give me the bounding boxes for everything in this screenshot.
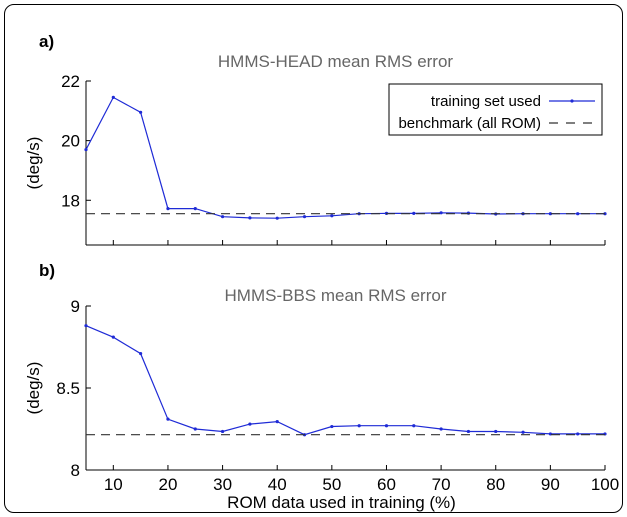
panel-b-data-point (412, 424, 416, 428)
panel-a-title: HMMS-HEAD mean RMS error (218, 52, 454, 71)
panel-b-xtick-label: 90 (541, 475, 560, 494)
panel-a-data-point (330, 214, 334, 218)
panel-b-ytick-label: 9 (71, 297, 80, 316)
panel-a-data-point (111, 95, 115, 99)
panel-b-xtick-label: 50 (322, 475, 341, 494)
panel-b-xtick-label: 70 (432, 475, 451, 494)
panel-a-ylabel: (deg/s) (24, 137, 43, 190)
panel-a-ytick-label: 20 (61, 132, 80, 151)
panel-b-data-point (275, 420, 279, 424)
panel-a-legend-box (388, 83, 603, 136)
panel-b-data-point (139, 351, 143, 356)
panel-a-data-point (139, 110, 143, 114)
panel-a-data-point (412, 211, 416, 215)
panel-b-xtick-label: 100 (591, 475, 619, 494)
panel-a-data-point (220, 215, 225, 219)
panel-a-legend-entry: benchmark (all ROM) (398, 115, 541, 132)
panel-b-data-point (248, 422, 252, 426)
panel-b-data-point (439, 427, 443, 431)
panel-b-xtick-label: 10 (104, 475, 123, 494)
panel-b-data-point (494, 429, 498, 434)
figure-frame: a) HMMS-HEAD mean RMS error (deg/s) 18 20 22 t… (4, 4, 623, 513)
panel-b-xtick-label: 60 (377, 475, 396, 494)
panel-a-ytick-label: 18 (61, 191, 80, 210)
panel-b-data-point (357, 424, 361, 428)
panel-a-data-point (548, 212, 552, 216)
panel-b-xlabel: ROM data used in training (%) (227, 493, 456, 512)
panel-b-data-point (384, 424, 389, 428)
panel-b-ytick-label: 8.5 (56, 379, 80, 398)
panel-a-legend-entry: training set used (431, 93, 541, 110)
panel-a-data-point (302, 215, 307, 219)
panel-b-xtick-label: 20 (158, 475, 177, 494)
panel-b-data-point (166, 417, 170, 421)
panel-a-data-point (576, 212, 580, 216)
panel-a-data-point (275, 216, 279, 220)
panel-a-data-point (84, 147, 88, 152)
panel-b-title: HMMS-BBS mean RMS error (225, 286, 447, 305)
panel-a-series-training-line (85, 96, 605, 219)
panel-b-data-point (466, 429, 471, 434)
panel-b-xtick-label: 40 (268, 475, 287, 494)
panel-a-legend-swatch-marker (570, 99, 574, 103)
panel-a-ytick-label: 22 (61, 72, 80, 91)
panel-a-data-point (439, 211, 443, 215)
panel-b-xtick-label: 30 (213, 475, 232, 494)
panel-b-data-point (576, 432, 580, 436)
panel-b-ytick-label: 8 (71, 461, 80, 480)
panel-b-series-training-line (85, 325, 605, 436)
panel-a-data-point (166, 207, 170, 211)
panel-b-data-point (220, 429, 225, 434)
panel-b-label: b) (39, 261, 55, 280)
panel-b-data-point (193, 427, 197, 431)
panel-b-data-point (330, 424, 334, 429)
panel-b-data-point (521, 430, 525, 434)
panel-a-label: a) (39, 32, 54, 51)
panel-b-ylabel: (deg/s) (24, 362, 43, 415)
panel-b-data-point (111, 335, 115, 339)
panel-a-data-point (248, 216, 252, 220)
panel-b-xtick-label: 80 (486, 475, 505, 494)
chart-svg: a) HMMS-HEAD mean RMS error (deg/s) 18 20 22 t… (24, 32, 619, 512)
panel-a-data-point (193, 207, 197, 211)
panel-b-data-point (84, 324, 88, 328)
